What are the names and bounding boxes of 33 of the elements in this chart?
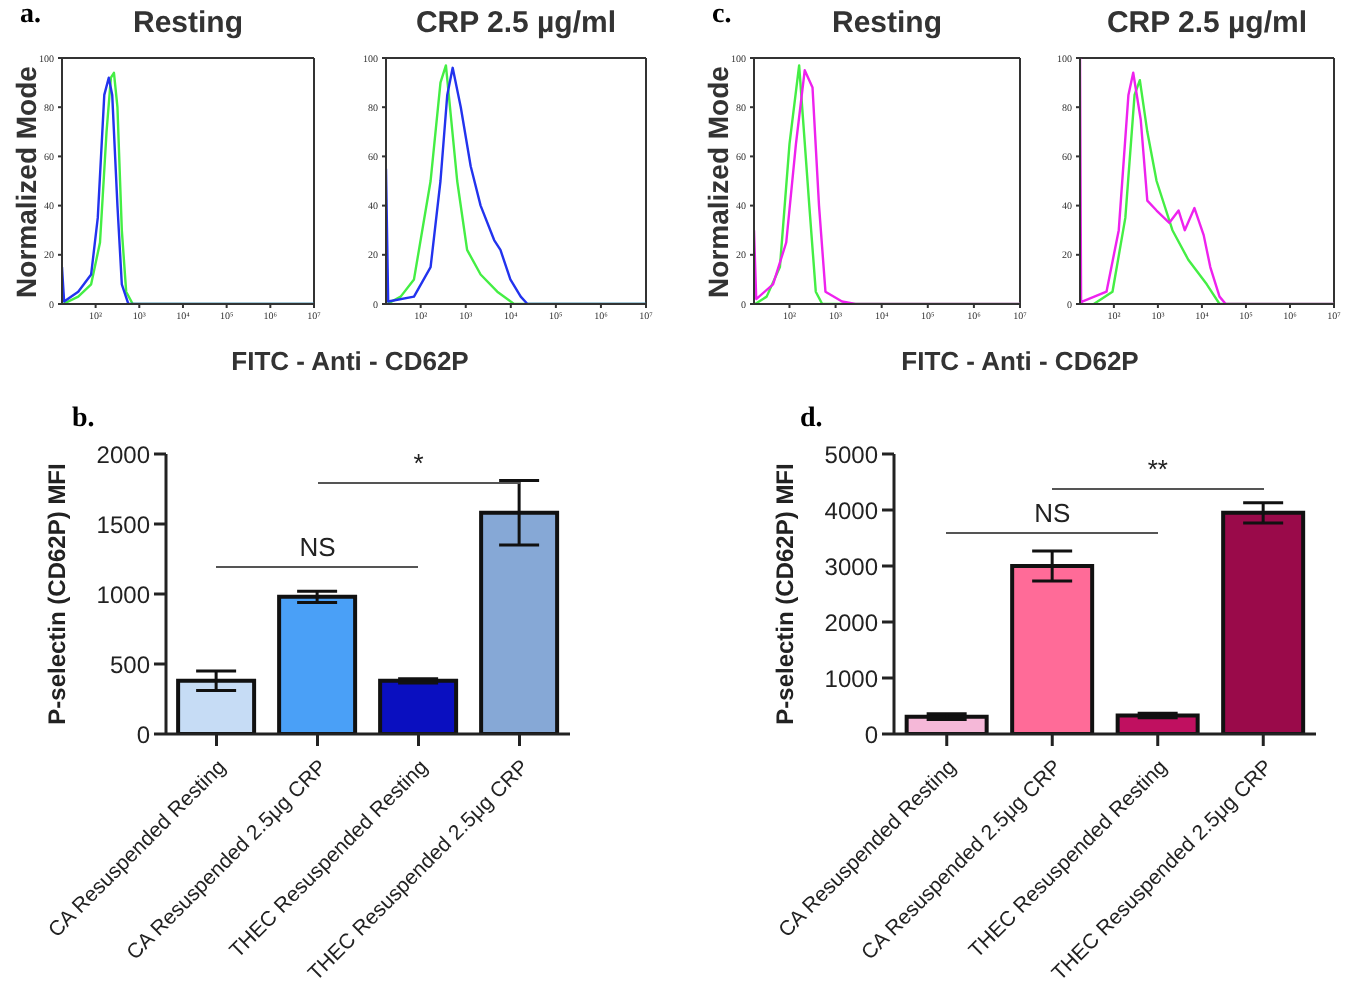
y-axis-title: P-selectin (CD62P) MFI: [770, 463, 799, 725]
annotation: **: [1145, 453, 1170, 484]
y-tick-label: 4000: [824, 496, 879, 525]
y-tick-label: 1000: [824, 664, 879, 693]
annotation: *: [411, 448, 426, 478]
text: d.: [800, 404, 823, 436]
y-tick-label: 1500: [96, 510, 151, 539]
y-tick-label: 500: [109, 650, 151, 679]
y-tick-label: 2000: [824, 608, 879, 637]
chart-title: CRP 2.5 µg/ml: [1104, 6, 1310, 40]
y-axis-title: P-selectin (CD62P) MFI: [42, 463, 71, 725]
y-axis-title: Normalized Mode: [700, 63, 736, 301]
bar: [1221, 510, 1306, 734]
bar: [277, 594, 358, 734]
y-tick-label: 3000: [824, 552, 879, 581]
text: b.: [72, 404, 95, 436]
bar: [176, 678, 257, 734]
chart-title: CRP 2.5 µg/ml: [413, 6, 619, 40]
text: a.: [20, 0, 41, 32]
y-tick-label: 2000: [96, 440, 151, 469]
y-tick-label: 0: [136, 720, 151, 749]
text: c.: [712, 0, 732, 32]
x-axis-title: FITC - Anti - CD62P: [229, 346, 471, 376]
y-tick-label: 5000: [824, 440, 879, 469]
annotation: NS: [1032, 498, 1073, 529]
chart-title: Resting: [829, 6, 944, 40]
bar: [378, 678, 459, 734]
annotation: NS: [297, 532, 338, 562]
y-axis-title: Normalized Mode: [8, 63, 44, 301]
y-tick-label: 0: [864, 720, 879, 749]
y-tick-label: 1000: [96, 580, 151, 609]
x-axis-title: FITC - Anti - CD62P: [899, 346, 1141, 376]
chart-title: Resting: [130, 6, 245, 40]
